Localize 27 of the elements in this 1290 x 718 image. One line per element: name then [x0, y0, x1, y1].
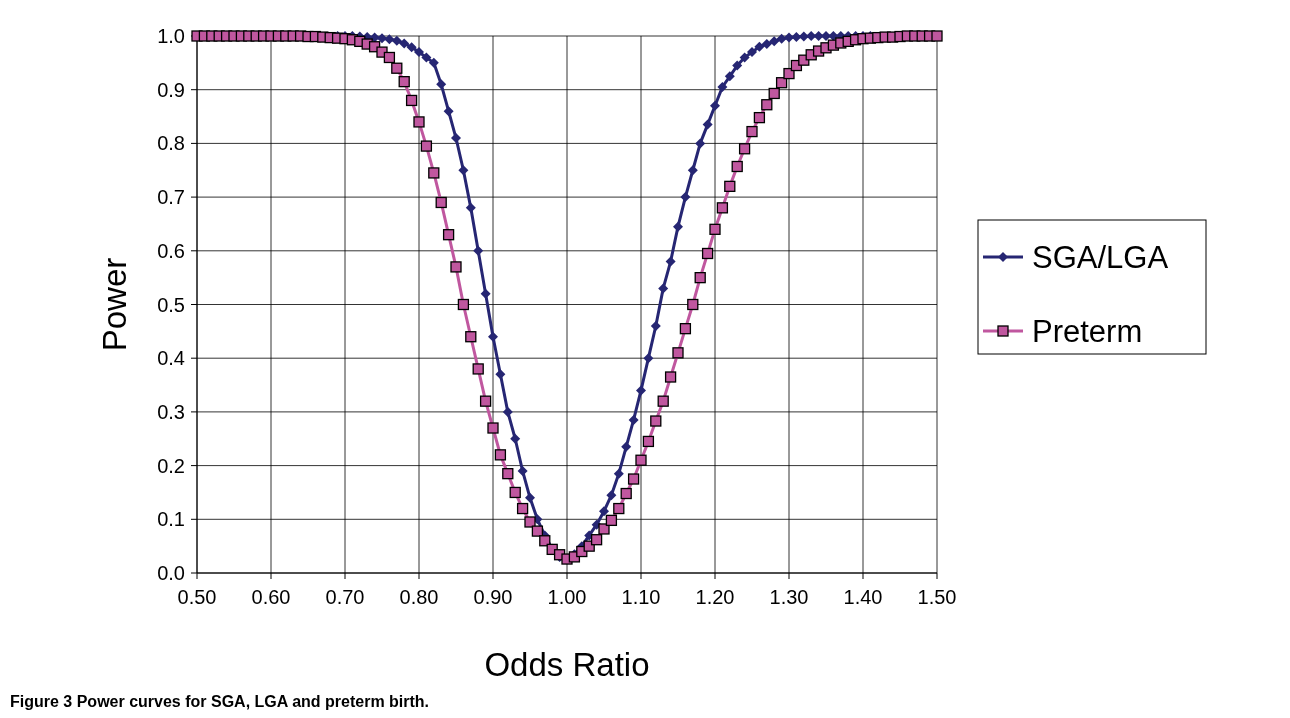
y-tick-label: 0.9	[157, 78, 185, 101]
x-tick-label: 1.30	[769, 586, 809, 608]
y-tick-label: 0.7	[157, 186, 185, 209]
y-tick-label: 0.6	[157, 239, 185, 262]
legend-label: SGA/LGA	[1032, 240, 1169, 275]
x-tick-label: 0.60	[251, 586, 291, 608]
x-tick-label: 0.80	[399, 586, 439, 608]
x-tick-label: 1.20	[695, 586, 735, 608]
y-tick-label: 1.0	[157, 25, 185, 47]
y-axis-title: Power	[96, 257, 133, 352]
y-tick-label: 0.0	[157, 562, 185, 584]
x-tick-label: 0.70	[325, 586, 365, 608]
x-tick-label: 1.00	[547, 586, 587, 608]
x-tick-label: 0.90	[473, 586, 513, 608]
y-tick-label: 0.5	[157, 293, 185, 316]
legend-label: Preterm	[1032, 314, 1143, 349]
y-tick-label: 0.3	[157, 400, 185, 423]
y-tick-label: 0.1	[157, 508, 185, 531]
x-tick-label: 0.50	[177, 586, 217, 608]
y-tick-label: 0.4	[157, 347, 185, 370]
x-tick-label: 1.10	[621, 586, 661, 608]
caption: Figure 3 Power curves for SGA, LGA and preterm birth.	[10, 693, 430, 710]
x-axis-title: Odds Ratio	[484, 646, 650, 683]
y-tick-label: 0.8	[157, 132, 185, 155]
x-tick-label: 1.40	[843, 586, 883, 608]
y-tick-label: 0.2	[157, 454, 185, 477]
x-tick-label: 1.50	[917, 586, 957, 608]
